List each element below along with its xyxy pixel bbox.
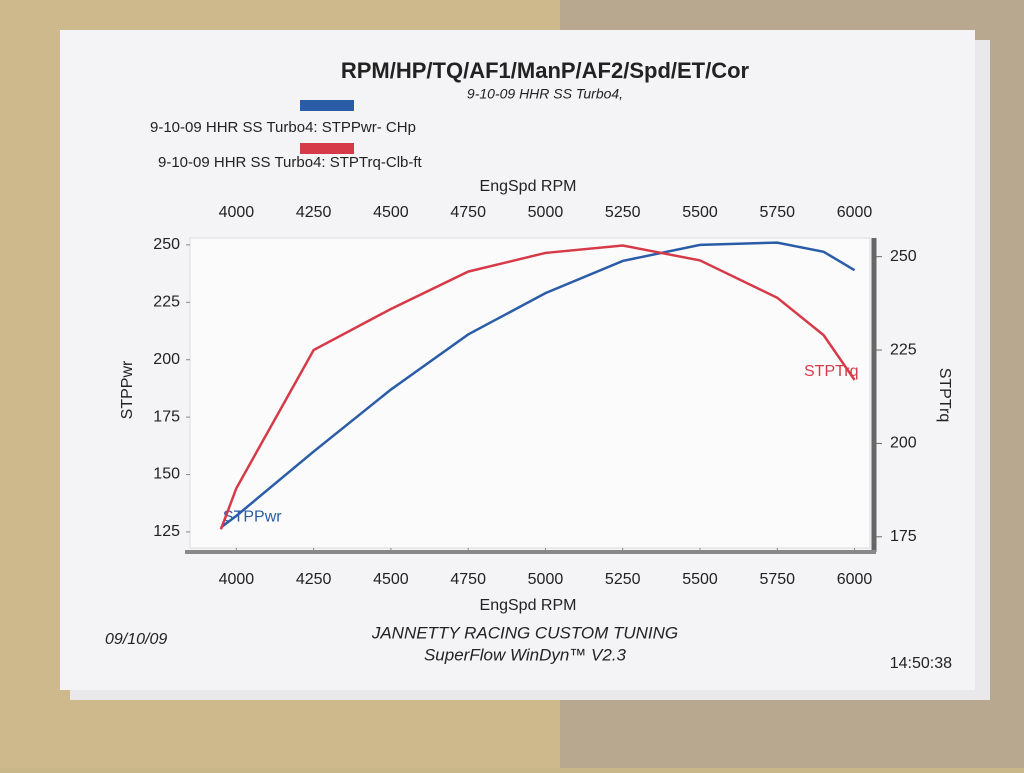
y2-tick-label: 200 — [890, 435, 917, 452]
x2-tick-label: 4250 — [296, 204, 332, 221]
x2-tick-label: 4500 — [373, 204, 409, 221]
legend-swatch — [300, 143, 354, 154]
footer-shop: JANNETTY RACING CUSTOM TUNING — [371, 623, 678, 642]
legend-entry: 9-10-09 HHR SS Turbo4: STPPwr- CHp — [150, 119, 416, 136]
x-axis-title: EngSpd RPM — [480, 597, 577, 614]
footer-time: 14:50:38 — [890, 655, 952, 672]
series-label: STPPwr — [223, 509, 282, 526]
chart-title: RPM/HP/TQ/AF1/ManP/AF2/Spd/ET/Cor — [341, 58, 750, 83]
x-tick-label: 4250 — [296, 571, 332, 588]
x-tick-label: 4750 — [450, 571, 486, 588]
x-tick-label: 5500 — [682, 571, 718, 588]
x-tick-label: 5000 — [528, 571, 564, 588]
y-tick-label: 175 — [153, 408, 180, 425]
x2-tick-label: 4750 — [450, 204, 486, 221]
y2-tick-label: 225 — [890, 341, 917, 358]
x-tick-label: 5750 — [759, 571, 795, 588]
y-axis-title: STPPwr — [119, 360, 136, 419]
x-tick-label: 4500 — [373, 571, 409, 588]
plot-area — [189, 237, 871, 549]
x-axis-title: EngSpd RPM — [480, 178, 577, 195]
y2-tick-label: 250 — [890, 248, 917, 265]
x-tick-label: 6000 — [837, 571, 873, 588]
y-tick-label: 125 — [153, 523, 180, 540]
x-tick-label: 5250 — [605, 571, 641, 588]
legend-swatch — [300, 100, 354, 111]
x2-tick-label: 5500 — [682, 204, 718, 221]
footer-date: 09/10/09 — [105, 631, 167, 648]
legend-entry: 9-10-09 HHR SS Turbo4: STPTrq-Clb-ft — [158, 154, 423, 171]
series-label: STPTrq — [804, 363, 859, 380]
x2-tick-label: 5000 — [528, 204, 564, 221]
x2-tick-label: 5750 — [759, 204, 795, 221]
x2-tick-label: 5250 — [605, 204, 641, 221]
y-tick-label: 250 — [153, 236, 180, 253]
y2-axis-title: STPTrq — [936, 368, 953, 423]
y-tick-label: 150 — [153, 466, 180, 483]
chart-subtitle: 9-10-09 HHR SS Turbo4, — [467, 86, 623, 102]
x-tick-label: 4000 — [219, 571, 255, 588]
series-line — [219, 244, 856, 530]
y-tick-label: 225 — [153, 294, 180, 311]
footer-software: SuperFlow WinDyn™ V2.3 — [424, 645, 627, 664]
x2-tick-label: 4000 — [219, 204, 255, 221]
x2-tick-label: 6000 — [837, 204, 873, 221]
y-tick-label: 200 — [153, 351, 180, 368]
y2-tick-label: 175 — [890, 528, 917, 545]
series-line — [220, 241, 856, 529]
